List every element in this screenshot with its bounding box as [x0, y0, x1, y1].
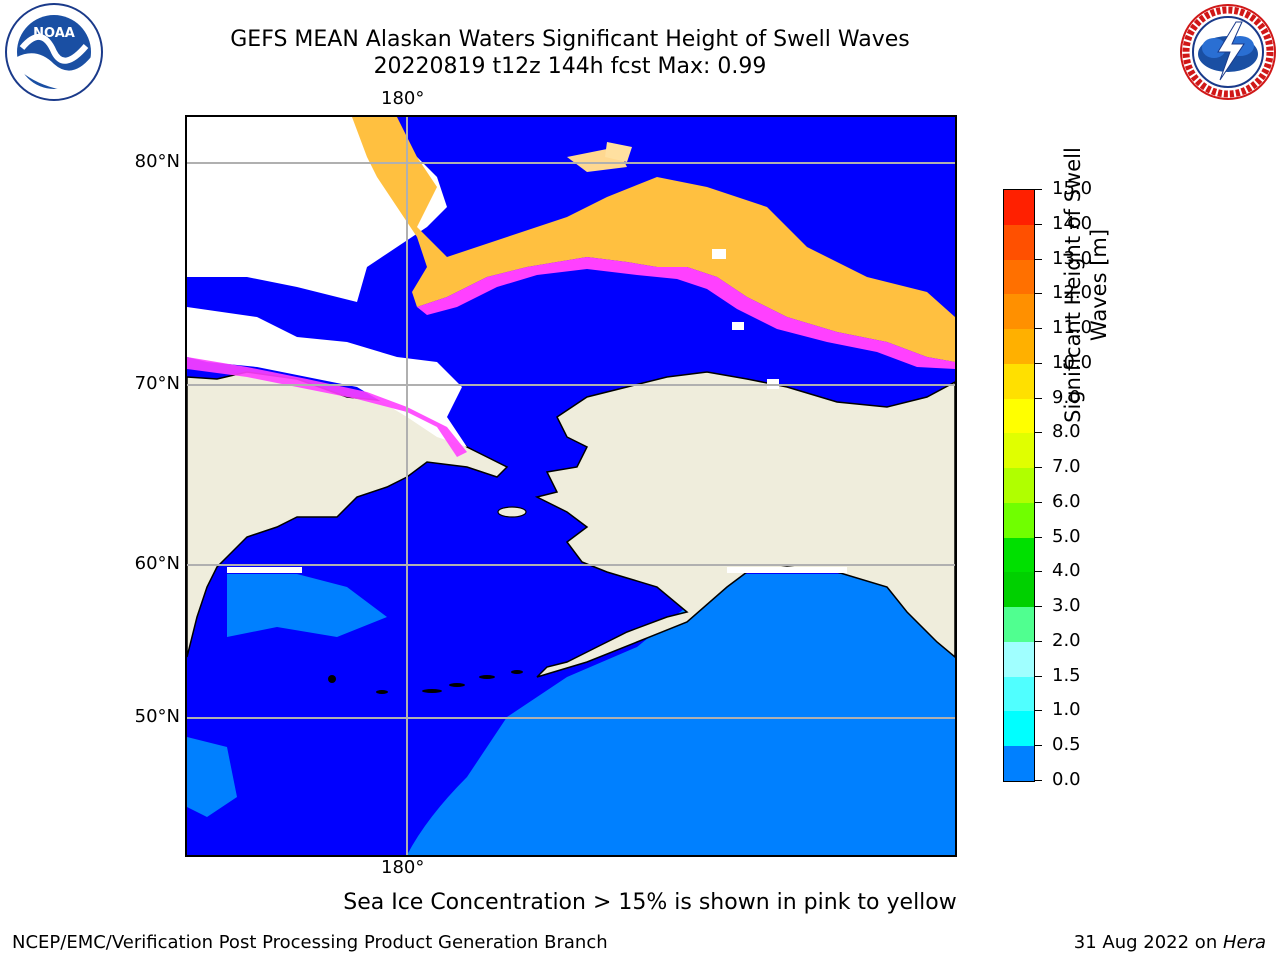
map-canvas — [187, 117, 955, 855]
colorbar-tick — [1034, 640, 1042, 642]
colorbar-tick-label: 1.0 — [1052, 699, 1081, 721]
colorbar-tick-label: 10.0 — [1052, 351, 1093, 373]
colorbar-tick — [1034, 189, 1042, 190]
colorbar-tick-label: 11.0 — [1052, 317, 1093, 339]
colorbar-cell — [1004, 572, 1034, 608]
colorbar-tick — [1034, 362, 1042, 364]
colorbar-cell — [1004, 294, 1034, 330]
colorbar-cell — [1004, 676, 1034, 712]
colorbar-cell — [1004, 502, 1034, 539]
colorbar-cell — [1004, 259, 1034, 295]
colorbar-tick — [1034, 467, 1042, 469]
colorbar-cell — [1004, 537, 1034, 573]
colorbar-tick — [1034, 536, 1042, 538]
colorbar-tick — [1034, 293, 1042, 295]
colorbar-tick — [1034, 710, 1042, 712]
colorbar-title: Significant Height of Swell Waves [m] — [1060, 85, 1112, 485]
colorbar-tick-label: 0.0 — [1052, 769, 1081, 790]
colorbar-title-line1: Significant Height of Swell — [1061, 147, 1085, 423]
colorbar-cell — [1004, 468, 1034, 504]
colorbar-tick-label: 7.0 — [1052, 456, 1081, 478]
lat-label-80: 80°N — [134, 151, 180, 172]
colorbar-cell — [1004, 190, 1034, 226]
colorbar-cell — [1004, 607, 1034, 643]
lat-label-70: 70°N — [134, 373, 180, 394]
colorbar-tick — [1034, 501, 1042, 503]
lat-label-50: 50°N — [134, 706, 180, 727]
colorbar-tick-label: 9.0 — [1052, 386, 1081, 408]
nws-logo — [1180, 4, 1276, 100]
colorbar-tick — [1034, 606, 1042, 608]
map-panel — [185, 115, 957, 857]
footer-host: Hera — [1222, 932, 1266, 953]
colorbar-tick-label: 14.0 — [1052, 212, 1093, 234]
colorbar-tick — [1034, 745, 1042, 747]
colorbar-tick-label: 4.0 — [1052, 560, 1081, 582]
colorbar-tick-label: 5.0 — [1052, 525, 1081, 547]
chart-title: GEFS MEAN Alaskan Waters Significant Hei… — [230, 27, 910, 52]
noaa-logo: NOAA — [5, 3, 103, 101]
colorbar-tick — [1034, 223, 1042, 225]
colorbar-tick-label: 0.5 — [1052, 734, 1081, 756]
colorbar-tick-label: 13.0 — [1052, 247, 1093, 269]
lon-label-bottom: 180° — [381, 857, 425, 878]
colorbar-cell — [1004, 224, 1034, 260]
colorbar-tick-label: 3.0 — [1052, 595, 1081, 617]
colorbar-tick — [1034, 571, 1042, 573]
colorbar-tick-label: 2.0 — [1052, 629, 1081, 651]
sea-ice-note: Sea Ice Concentration > 15% is shown in … — [343, 890, 957, 915]
colorbar — [1003, 189, 1035, 782]
footer-date-text: 31 Aug 2022 on — [1073, 932, 1223, 953]
colorbar-tick — [1034, 432, 1042, 434]
colorbar-tick-label: 1.5 — [1052, 664, 1081, 686]
colorbar-tick — [1034, 675, 1042, 677]
colorbar-cell — [1004, 433, 1034, 469]
colorbar-tick — [1034, 328, 1042, 330]
svg-text:NOAA: NOAA — [33, 26, 75, 41]
colorbar-cell — [1004, 363, 1034, 400]
colorbar-tick — [1034, 397, 1042, 399]
colorbar-tick-label: 15.0 — [1052, 178, 1093, 199]
colorbar-tick-label: 6.0 — [1052, 490, 1081, 512]
colorbar-cell — [1004, 641, 1034, 678]
footer-branch: NCEP/EMC/Verification Post Processing Pr… — [12, 932, 608, 953]
lon-label-top: 180° — [381, 88, 425, 109]
footer-date: 31 Aug 2022 on Hera — [1074, 932, 1266, 953]
chart-subtitle: 20220819 t12z 144h fcst Max: 0.99 — [373, 54, 767, 79]
colorbar-cell — [1004, 711, 1034, 747]
colorbar-tick-label: 12.0 — [1052, 282, 1093, 304]
colorbar-tick — [1034, 258, 1042, 260]
colorbar-tick — [1034, 780, 1042, 781]
colorbar-cell — [1004, 398, 1034, 434]
colorbar-tick-label: 8.0 — [1052, 421, 1081, 443]
colorbar-title-line2: Waves [m] — [1087, 228, 1111, 342]
lat-label-60: 60°N — [134, 553, 180, 574]
colorbar-cell — [1004, 329, 1034, 365]
colorbar-cell — [1004, 746, 1034, 782]
